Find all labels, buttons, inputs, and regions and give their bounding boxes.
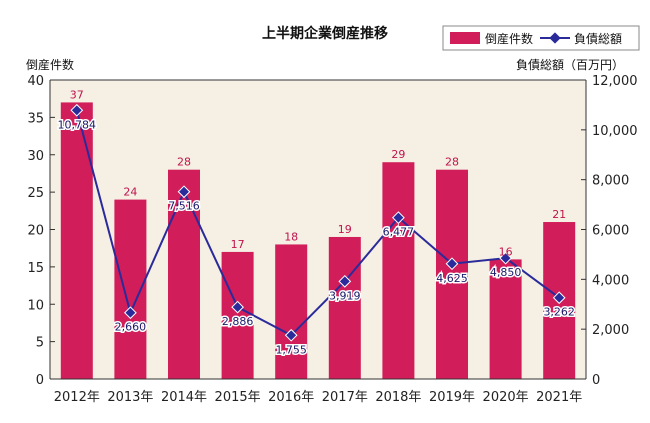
- y2-tick-label-2: 4,000: [592, 273, 629, 288]
- line-value-label-5: 3,919: [329, 289, 361, 302]
- bar-2: [168, 169, 200, 379]
- legend-bar-swatch: [450, 32, 480, 44]
- line-point-7: [445, 257, 459, 271]
- bar-7: [436, 169, 468, 379]
- x-tick-label-1: 2013年: [107, 390, 153, 405]
- y-tick-label-8: 40: [27, 74, 44, 89]
- legend-line-label: 負債総額: [574, 31, 622, 46]
- bar-value-label-6: 29: [391, 148, 405, 161]
- line-point-1: [124, 306, 137, 320]
- y-axis-title: 倒産件数: [26, 57, 74, 72]
- line-value-label-4: 1,755: [275, 343, 307, 356]
- legend-line-marker: [549, 32, 561, 44]
- bar-8: [489, 259, 522, 379]
- x-tick-label-7: 2019年: [429, 390, 475, 405]
- line-value-label-6: 6,477: [383, 226, 415, 239]
- line-point-9: [552, 291, 566, 305]
- line-value-label-1: 2,660: [115, 321, 147, 334]
- line-point-2: [177, 185, 191, 199]
- line-value-label-0: 10,784: [58, 118, 97, 131]
- bar-0: [60, 102, 93, 380]
- bar-3: [221, 251, 254, 379]
- bar-6: [382, 162, 415, 379]
- line-value-label-3: 2,886: [222, 315, 254, 328]
- legend: 倒産件数 負債総額: [442, 25, 640, 51]
- line-layer: [70, 103, 566, 342]
- bar-value-label-0: 37: [70, 88, 84, 101]
- x-tick-label-9: 2021年: [536, 390, 582, 405]
- x-tick-label-0: 2012年: [54, 390, 100, 405]
- line-point-8: [499, 251, 512, 265]
- y-tick-label-1: 5: [36, 336, 44, 351]
- x-tick-label-3: 2015年: [215, 390, 261, 405]
- y-tick-label-4: 20: [27, 224, 44, 239]
- x-tick-label-5: 2017年: [322, 390, 368, 405]
- line-series-path: [75, 110, 560, 337]
- x-tick-label-8: 2020年: [483, 390, 529, 405]
- line-point-0: [70, 103, 84, 117]
- bar-value-label-5: 19: [338, 223, 352, 236]
- line-point-6: [392, 211, 405, 224]
- line-value-label-7: 4,625: [436, 272, 468, 285]
- chart-title: 上半期企業倒産推移: [262, 25, 388, 42]
- bar-value-label-7: 28: [445, 156, 459, 169]
- y2-tick-label-4: 8,000: [592, 174, 629, 189]
- line-value-label-9: 3,262: [543, 306, 575, 319]
- y-tick-label-7: 35: [27, 111, 44, 126]
- y-tick-label-5: 25: [27, 186, 44, 201]
- bar-5: [328, 236, 361, 379]
- x-tick-label-4: 2016年: [268, 390, 314, 405]
- y-tick-label-2: 10: [27, 298, 44, 313]
- y-tick-label-6: 30: [27, 149, 44, 164]
- x-tick-label-6: 2018年: [375, 390, 421, 405]
- line-value-label-2: 7,516: [168, 200, 200, 213]
- bar-value-label-3: 17: [231, 238, 245, 251]
- bar-value-label-1: 24: [123, 186, 137, 199]
- labels-layer: 37 24 28 17 18 19 29 28 16 21 10,784 2,660 7,516 2,88…: [56, 88, 576, 357]
- bar-value-label-2: 28: [177, 156, 191, 169]
- y2-axis-title: 負債総額（百万円）: [516, 57, 624, 72]
- y2-tick-label-1: 2,000: [592, 323, 629, 338]
- y2-tick-label-0: 0: [592, 373, 600, 388]
- line-point-5: [338, 274, 352, 288]
- y-tick-label-0: 0: [36, 373, 44, 388]
- bar-value-label-4: 18: [284, 230, 298, 243]
- bar-4: [275, 244, 308, 379]
- bar-value-label-8: 16: [499, 245, 513, 258]
- line-value-label-8: 4,850: [490, 266, 522, 279]
- x-tick-label-2: 2014年: [161, 390, 207, 405]
- y-tick-label-3: 15: [27, 261, 44, 276]
- bar-value-label-9: 21: [552, 208, 566, 221]
- axes-layer: 0 5 10 15 20 25 30 35 40 0 2,000 4,000 6,000 8,000 10,…: [27, 74, 637, 405]
- line-point-4: [284, 328, 298, 342]
- y2-tick-label-6: 12,000: [592, 74, 638, 89]
- legend-bar-label: 倒産件数: [485, 31, 533, 46]
- y2-tick-label-3: 6,000: [592, 224, 629, 239]
- y2-tick-label-5: 10,000: [592, 124, 638, 139]
- line-point-3: [231, 300, 244, 314]
